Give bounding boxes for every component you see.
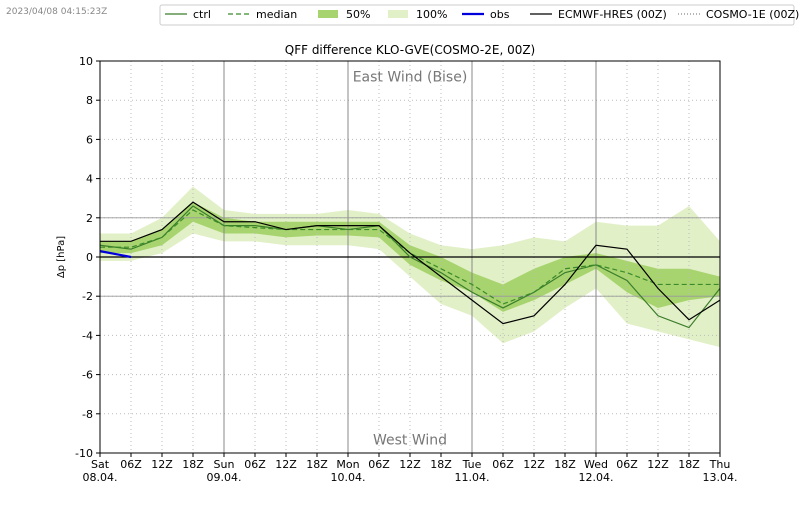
y-tick-label: -10 xyxy=(75,447,93,460)
annotation: East Wind (Bise) xyxy=(353,70,468,86)
chart-title: QFF difference KLO-GVE(COSMO-2E, 00Z) xyxy=(285,43,536,57)
legend-label: 100% xyxy=(416,8,447,21)
legend-label: ECMWF-HRES (00Z) xyxy=(558,8,667,21)
x-tick-label: 18Z xyxy=(678,458,700,471)
x-tick-label: 18Z xyxy=(182,458,204,471)
x-tick-label: 06Z xyxy=(492,458,514,471)
x-tick-label: 18Z xyxy=(554,458,576,471)
legend-label: 50% xyxy=(346,8,370,21)
x-tick-label: Wed 12.04. xyxy=(579,458,614,484)
series-line xyxy=(99,250,132,259)
legend-swatch xyxy=(318,10,338,18)
x-tick-label: 12Z xyxy=(523,458,545,471)
x-tick-label: Mon 10.04. xyxy=(331,458,366,484)
plot-frame xyxy=(99,60,721,454)
x-tick-label: 12Z xyxy=(399,458,421,471)
x-tick-label: Thu 13.04. xyxy=(703,458,738,484)
legend-label: median xyxy=(256,8,297,21)
x-tick-label: Sat 08.04. xyxy=(83,458,118,484)
x-tick-label: 12Z xyxy=(275,458,297,471)
y-tick-label: -6 xyxy=(82,369,93,382)
x-tick-label: 06Z xyxy=(244,458,266,471)
y-tick-label: 8 xyxy=(86,94,93,107)
series-line xyxy=(100,209,720,305)
y-tick-label: 6 xyxy=(86,133,93,146)
y-axis-label: Δp [hPa] xyxy=(56,236,67,278)
series-line xyxy=(100,201,721,325)
annotation: West Wind xyxy=(373,432,447,448)
x-tick-label: 18Z xyxy=(306,458,328,471)
legend-label: obs xyxy=(490,8,510,21)
y-tick-label: 10 xyxy=(79,55,93,68)
y-tick-label: -8 xyxy=(82,408,93,421)
y-tick-label: -2 xyxy=(82,290,93,303)
y-tick-label: 4 xyxy=(86,173,93,186)
x-tick-label: Tue 11.04. xyxy=(455,458,490,484)
x-tick-label: 06Z xyxy=(616,458,638,471)
x-tick-label: 06Z xyxy=(368,458,390,471)
timestamp: 2023/04/08 04:15:23Z xyxy=(6,7,107,17)
y-tick-label: 0 xyxy=(86,251,93,264)
x-tick-label: 12Z xyxy=(151,458,173,471)
legend-label: COSMO-1E (00Z) xyxy=(706,8,799,21)
x-tick-label: Sun 09.04. xyxy=(207,458,242,484)
y-tick-label: 2 xyxy=(86,212,93,225)
x-tick-label: 18Z xyxy=(430,458,452,471)
legend-swatch xyxy=(388,10,408,18)
series-line xyxy=(99,205,721,329)
legend-label: ctrl xyxy=(193,8,211,21)
x-tick-label: 12Z xyxy=(647,458,669,471)
y-tick-label: -4 xyxy=(82,329,93,342)
x-tick-label: 06Z xyxy=(120,458,142,471)
